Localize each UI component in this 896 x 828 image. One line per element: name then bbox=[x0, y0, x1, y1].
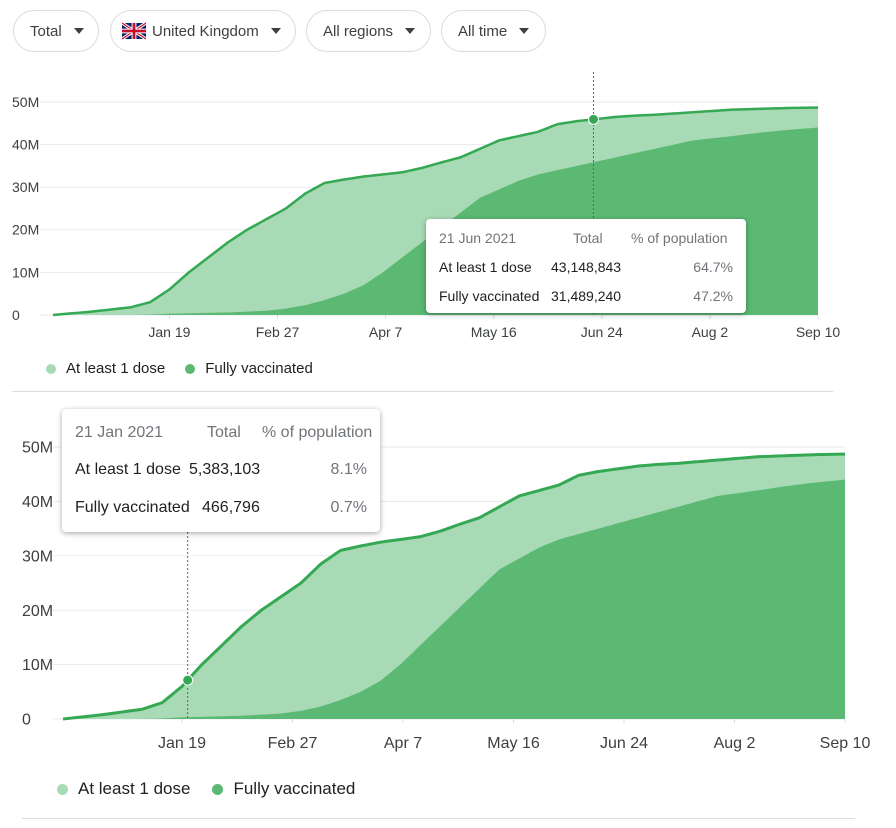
divider bbox=[22, 818, 855, 819]
legend-item-full[interactable]: Fully vaccinated bbox=[185, 360, 313, 377]
x-tick-label: Aug 2 bbox=[714, 735, 756, 752]
tooltip-row-pct: 0.7% bbox=[330, 499, 367, 516]
y-tick-label: 30M bbox=[12, 179, 39, 195]
metric-dropdown[interactable]: Total bbox=[13, 10, 99, 52]
x-tick-label: Apr 7 bbox=[369, 324, 403, 340]
metric-dropdown-label: Total bbox=[30, 22, 62, 40]
divider bbox=[12, 391, 833, 392]
tooltip-row-label: At least 1 dose bbox=[439, 259, 532, 275]
chart-1-legend: At least 1 dose Fully vaccinated bbox=[46, 360, 313, 377]
hover-point bbox=[587, 113, 599, 125]
y-tick-label: 40M bbox=[22, 494, 53, 511]
country-dropdown[interactable]: United Kingdom bbox=[110, 10, 296, 52]
time-dropdown-label: All time bbox=[458, 22, 508, 40]
series-area-fully-vaccinated bbox=[63, 479, 845, 719]
legend-item-dose1[interactable]: At least 1 dose bbox=[57, 779, 190, 799]
y-tick-label: 50M bbox=[22, 440, 53, 457]
legend-item-dose1[interactable]: At least 1 dose bbox=[46, 360, 165, 377]
x-tick-label: Jan 19 bbox=[148, 324, 190, 340]
tooltip-row-total: 31,489,240 bbox=[551, 288, 622, 304]
legend-dot-icon bbox=[57, 783, 68, 795]
legend-label: Fully vaccinated bbox=[205, 360, 313, 377]
tooltip-row-label: Fully vaccinated bbox=[75, 499, 190, 516]
tooltip-row-total: 5,383,103 bbox=[189, 461, 261, 478]
x-tick-label: Feb 27 bbox=[256, 324, 300, 340]
y-tick-label: 30M bbox=[22, 548, 53, 565]
y-tick-label: 10M bbox=[12, 264, 39, 280]
tooltip-row-pct: 64.7% bbox=[693, 259, 733, 275]
tooltip-date: 21 Jun 2021 bbox=[439, 230, 517, 246]
region-dropdown-label: All regions bbox=[323, 22, 394, 40]
legend-label: At least 1 dose bbox=[78, 779, 191, 798]
chart-2-tooltip: 21 Jan 2021 Total % of population At lea… bbox=[62, 409, 380, 532]
uk-flag-icon bbox=[122, 22, 146, 40]
tooltip-date: 21 Jan 2021 bbox=[75, 424, 164, 441]
x-tick-label: May 16 bbox=[487, 735, 540, 752]
y-tick-label: 20M bbox=[22, 603, 53, 620]
tooltip-row-label: Fully vaccinated bbox=[439, 288, 540, 304]
legend-item-full[interactable]: Fully vaccinated bbox=[212, 779, 355, 799]
x-tick-label: Aug 2 bbox=[692, 324, 729, 340]
time-dropdown[interactable]: All time bbox=[441, 10, 546, 52]
y-tick-label: 20M bbox=[12, 222, 39, 238]
chart-1-tooltip: 21 Jun 2021 Total % of population At lea… bbox=[426, 219, 746, 313]
tooltip-col-total: Total bbox=[573, 230, 603, 246]
series-line-at-least-1-dose bbox=[52, 106, 819, 317]
x-tick-label: Sep 10 bbox=[820, 735, 871, 752]
x-tick-label: Jan 19 bbox=[158, 735, 206, 752]
y-tick-label: 40M bbox=[12, 137, 39, 153]
tooltip-row-pct: 47.2% bbox=[693, 288, 733, 304]
x-tick-label: May 16 bbox=[471, 324, 517, 340]
chevron-down-icon bbox=[73, 28, 84, 34]
x-tick-label: Jun 24 bbox=[600, 735, 648, 752]
x-tick-label: Feb 27 bbox=[268, 735, 318, 752]
series-line-at-least-1-dose bbox=[62, 452, 846, 721]
region-dropdown[interactable]: All regions bbox=[306, 10, 431, 52]
y-tick-label: 50M bbox=[12, 94, 39, 110]
hover-point bbox=[182, 674, 194, 686]
chevron-down-icon bbox=[270, 28, 281, 34]
chart-2-legend: At least 1 dose Fully vaccinated bbox=[57, 779, 355, 799]
tooltip-col-pct: % of population bbox=[262, 424, 373, 441]
chevron-down-icon bbox=[519, 28, 530, 34]
x-tick-label: Jun 24 bbox=[581, 324, 623, 340]
legend-dot-icon bbox=[46, 363, 56, 374]
tooltip-row-total: 43,148,843 bbox=[551, 259, 622, 275]
legend-dot-icon bbox=[212, 783, 224, 795]
y-tick-label: 0 bbox=[12, 307, 20, 323]
tooltip-col-total: Total bbox=[207, 424, 241, 441]
legend-label: At least 1 dose bbox=[66, 360, 166, 377]
tooltip-row-total: 466,796 bbox=[202, 499, 260, 516]
country-dropdown-label: United Kingdom bbox=[152, 22, 259, 40]
legend-label: Fully vaccinated bbox=[233, 779, 356, 798]
legend-dot-icon bbox=[185, 363, 196, 374]
x-tick-label: Sep 10 bbox=[796, 324, 841, 340]
y-tick-label: 10M bbox=[22, 657, 53, 674]
tooltip-row-pct: 8.1% bbox=[330, 461, 367, 478]
tooltip-col-pct: % of population bbox=[631, 230, 728, 246]
chevron-down-icon bbox=[405, 28, 416, 34]
y-tick-label: 0 bbox=[22, 712, 31, 729]
x-tick-label: Apr 7 bbox=[384, 735, 422, 752]
filter-bar: Total United Kingdom All regions All tim… bbox=[0, 0, 896, 64]
tooltip-row-label: At least 1 dose bbox=[75, 461, 181, 478]
vaccination-chart-2[interactable]: 0 10M 20M 30M 40M 50M Jan 19 Feb 27 Apr 7 May 16 J… bbox=[0, 400, 896, 800]
